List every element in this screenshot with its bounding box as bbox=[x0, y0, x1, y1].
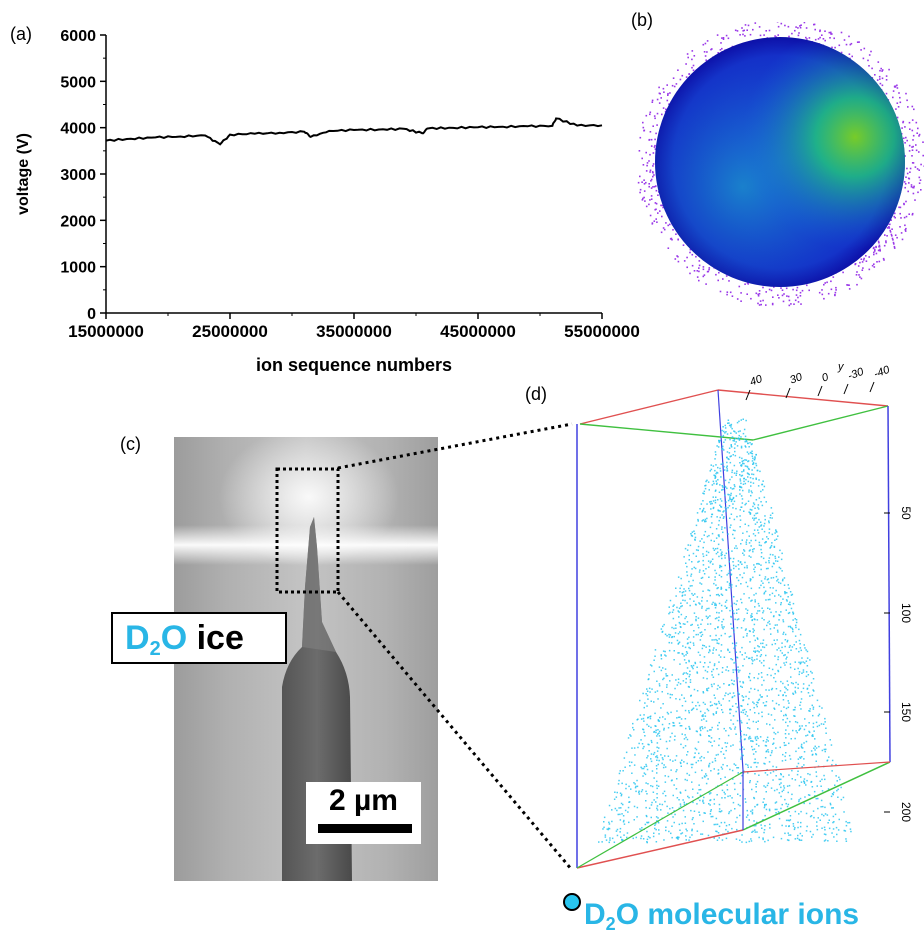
top-axis-tick-label: 0 bbox=[820, 371, 831, 385]
top-axis-letter: y bbox=[837, 361, 845, 373]
y-axis-label: voltage (V) bbox=[15, 133, 32, 215]
scale-bar bbox=[318, 824, 412, 833]
x-tick-label: 15000000 bbox=[68, 322, 144, 341]
x-tick-label: 35000000 bbox=[316, 322, 392, 341]
scale-bar-label: 2 µm bbox=[329, 784, 398, 817]
y-tick-label: 5000 bbox=[60, 74, 96, 91]
legend-label: D2O molecular ions bbox=[584, 898, 860, 934]
top-axis-tick-label: 30 bbox=[788, 371, 804, 387]
panel-label-c: (c) bbox=[120, 434, 141, 454]
top-axis-tick-label: -30 bbox=[846, 366, 866, 383]
y-tick-label: 0 bbox=[87, 306, 96, 323]
d2o-ice-label: D2O ice bbox=[111, 612, 287, 664]
panel-label-b: (b) bbox=[631, 10, 653, 30]
panel-label-a: (a) bbox=[10, 24, 32, 44]
detector-hit-map bbox=[637, 22, 924, 307]
x-tick-label: 55000000 bbox=[564, 322, 640, 341]
panel-label-d: (d) bbox=[525, 384, 547, 404]
x-tick-label: 45000000 bbox=[440, 322, 516, 341]
zoom-region-box bbox=[275, 467, 340, 594]
y-tick-label: 2000 bbox=[60, 213, 96, 230]
x-axis-label: ion sequence numbers bbox=[256, 355, 452, 375]
y-tick-label: 3000 bbox=[60, 167, 96, 184]
voltage-line-chart: 0 1000 2000 3000 4000 5000 6000 15000000 250000… bbox=[15, 28, 640, 375]
side-axis-tick-label: 50 bbox=[899, 506, 913, 520]
y-tick-label: 6000 bbox=[60, 28, 96, 45]
x-tick-label: 25000000 bbox=[192, 322, 268, 341]
side-axis-tick-label: 200 bbox=[899, 802, 913, 822]
top-axis-tick-label: 40 bbox=[748, 373, 764, 389]
y-tick-label: 1000 bbox=[60, 260, 96, 277]
voltage-series-line bbox=[105, 117, 603, 146]
side-axis-tick-label: 150 bbox=[899, 702, 913, 722]
y-tick-label: 4000 bbox=[60, 121, 96, 138]
top-axis-tick-label: -40 bbox=[872, 364, 892, 381]
side-axis-tick-label: 100 bbox=[899, 603, 913, 623]
legend-marker bbox=[563, 893, 581, 911]
scale-bar-box bbox=[306, 782, 421, 844]
atom-probe-reconstruction: 40 30 0 -30 -40 y 50 100 150 200 bbox=[576, 361, 913, 869]
